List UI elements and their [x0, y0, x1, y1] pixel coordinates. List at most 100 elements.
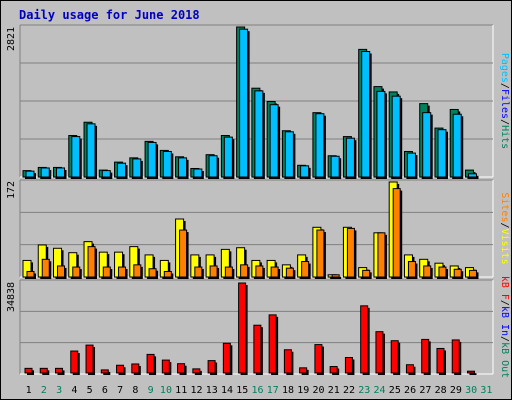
- chart-title: Daily usage for June 2018: [19, 8, 200, 22]
- legend-entry: Hits: [499, 125, 510, 149]
- bar-kbytes-day-9: [146, 353, 155, 374]
- bar-files-day-19: [300, 165, 310, 178]
- legend-entry: kB F: [499, 276, 510, 300]
- bar-kbytes-day-19: [299, 367, 308, 374]
- x-tick-label-day-7: 7: [117, 385, 123, 396]
- bar-kbytes-day-13: [207, 360, 216, 374]
- bar-kbytes-day-29: [451, 339, 460, 374]
- legend-entry: /: [499, 119, 510, 125]
- x-tick-label-day-24: 24: [374, 385, 386, 396]
- bar-files-day-24: [376, 90, 386, 178]
- x-tick-label-day-11: 11: [175, 385, 187, 396]
- bar-kbytes-day-10: [161, 359, 170, 374]
- x-tick-label-day-14: 14: [221, 385, 233, 396]
- bar-files-day-16: [254, 90, 264, 178]
- bar-sites-day-9: [148, 268, 157, 278]
- bar-kbytes-day-18: [283, 349, 292, 374]
- x-tick-label-day-27: 27: [419, 385, 431, 396]
- bar-kbytes-day-28: [436, 347, 445, 374]
- bar-files-day-13: [208, 155, 218, 178]
- legend-entry: /: [499, 336, 510, 342]
- bar-sites-day-22: [346, 227, 355, 278]
- bar-sites-day-29: [453, 268, 462, 278]
- legend-entry: kB Out: [499, 342, 510, 378]
- x-tick-label-day-6: 6: [102, 385, 108, 396]
- x-tick-label-day-8: 8: [132, 385, 138, 396]
- bar-sites-day-28: [438, 266, 447, 278]
- bar-kbytes-day-7: [116, 364, 125, 374]
- x-tick-label-day-19: 19: [297, 385, 309, 396]
- x-tick-label-day-17: 17: [267, 385, 279, 396]
- bar-sites-day-21-shadow: [334, 276, 342, 279]
- bar-sites-day-4: [72, 266, 81, 278]
- bar-kbytes-day-17: [268, 314, 277, 374]
- panel-1-legend: Pages/Files/Hits: [499, 53, 510, 149]
- bar-sites-day-1: [26, 270, 35, 278]
- panel-2-ymax-label: 172: [6, 181, 17, 199]
- bar-files-day-26: [406, 152, 416, 178]
- x-tick-label-day-20: 20: [313, 385, 325, 396]
- bar-sites-day-13: [209, 265, 218, 278]
- bar-kbytes-day-30: [466, 370, 475, 374]
- bar-sites-day-26: [407, 261, 416, 278]
- bar-sites-day-24: [377, 232, 386, 278]
- bar-files-day-15: [239, 28, 249, 178]
- bar-sites-day-2: [41, 258, 50, 278]
- legend-entry: Pages: [499, 53, 510, 83]
- x-tick-label-day-10: 10: [160, 385, 172, 396]
- x-tick-label-day-1: 1: [26, 385, 32, 396]
- legend-entry: Files: [499, 89, 510, 119]
- bar-kbytes-day-1: [24, 367, 33, 374]
- bar-files-day-6: [101, 170, 111, 178]
- x-tick-label-day-9: 9: [148, 385, 154, 396]
- bar-sites-day-15: [240, 264, 249, 278]
- bar-kbytes-day-25: [390, 340, 399, 374]
- bar-kbytes-day-21: [329, 366, 338, 374]
- bar-files-day-18: [284, 131, 294, 178]
- bar-kbytes-day-8: [131, 363, 140, 374]
- legend-entry: /: [499, 83, 510, 89]
- bar-files-day-10: [162, 150, 172, 178]
- x-tick-label-day-31: 31: [480, 385, 492, 396]
- bar-files-day-8: [132, 158, 142, 178]
- bar-sites-day-16: [255, 265, 264, 278]
- x-tick-label-day-12: 12: [190, 385, 202, 396]
- bar-kbytes-day-15: [238, 282, 247, 374]
- bar-files-day-30: [467, 173, 477, 178]
- bar-sites-day-5: [87, 246, 96, 278]
- bar-sites-day-10: [163, 270, 172, 278]
- legend-entry: /: [499, 300, 510, 306]
- bar-files-day-21: [330, 155, 340, 178]
- bar-kbytes-day-2: [39, 367, 48, 374]
- legend-entry: kB In: [499, 306, 510, 336]
- bar-files-day-11: [178, 157, 188, 178]
- bar-files-day-29: [452, 113, 462, 178]
- bar-files-day-3: [56, 167, 66, 178]
- bar-kbytes-day-3: [55, 367, 64, 374]
- panel-1-ymax-label: 2821: [6, 27, 17, 51]
- bar-sites-day-25: [392, 188, 401, 278]
- legend-entry: /: [499, 222, 510, 228]
- bar-kbytes-day-16: [253, 324, 262, 374]
- bar-files-day-4: [71, 136, 81, 178]
- x-tick-label-day-4: 4: [71, 385, 77, 396]
- x-tick-label-day-21: 21: [328, 385, 340, 396]
- bar-sites-day-11: [179, 229, 188, 278]
- x-tick-label-day-16: 16: [251, 385, 263, 396]
- bar-sites-day-27: [423, 265, 432, 278]
- bar-kbytes-day-4: [70, 350, 79, 374]
- bar-sites-day-14: [224, 266, 233, 278]
- bar-sites-day-6: [102, 266, 111, 278]
- panel-3-ymax-label: 34838: [6, 282, 17, 312]
- bar-files-day-25: [391, 95, 401, 178]
- x-tick-label-day-26: 26: [404, 385, 416, 396]
- bar-sites-day-19: [301, 261, 310, 278]
- bar-kbytes-day-24: [375, 331, 384, 374]
- bar-files-day-7: [117, 162, 127, 178]
- bar-sites-day-17: [270, 266, 279, 278]
- bar-sites-day-12: [194, 266, 203, 278]
- x-tick-label-day-25: 25: [389, 385, 401, 396]
- bar-kbytes-day-6: [100, 369, 109, 374]
- bar-files-day-9: [147, 141, 157, 178]
- bar-sites-day-18: [285, 267, 294, 278]
